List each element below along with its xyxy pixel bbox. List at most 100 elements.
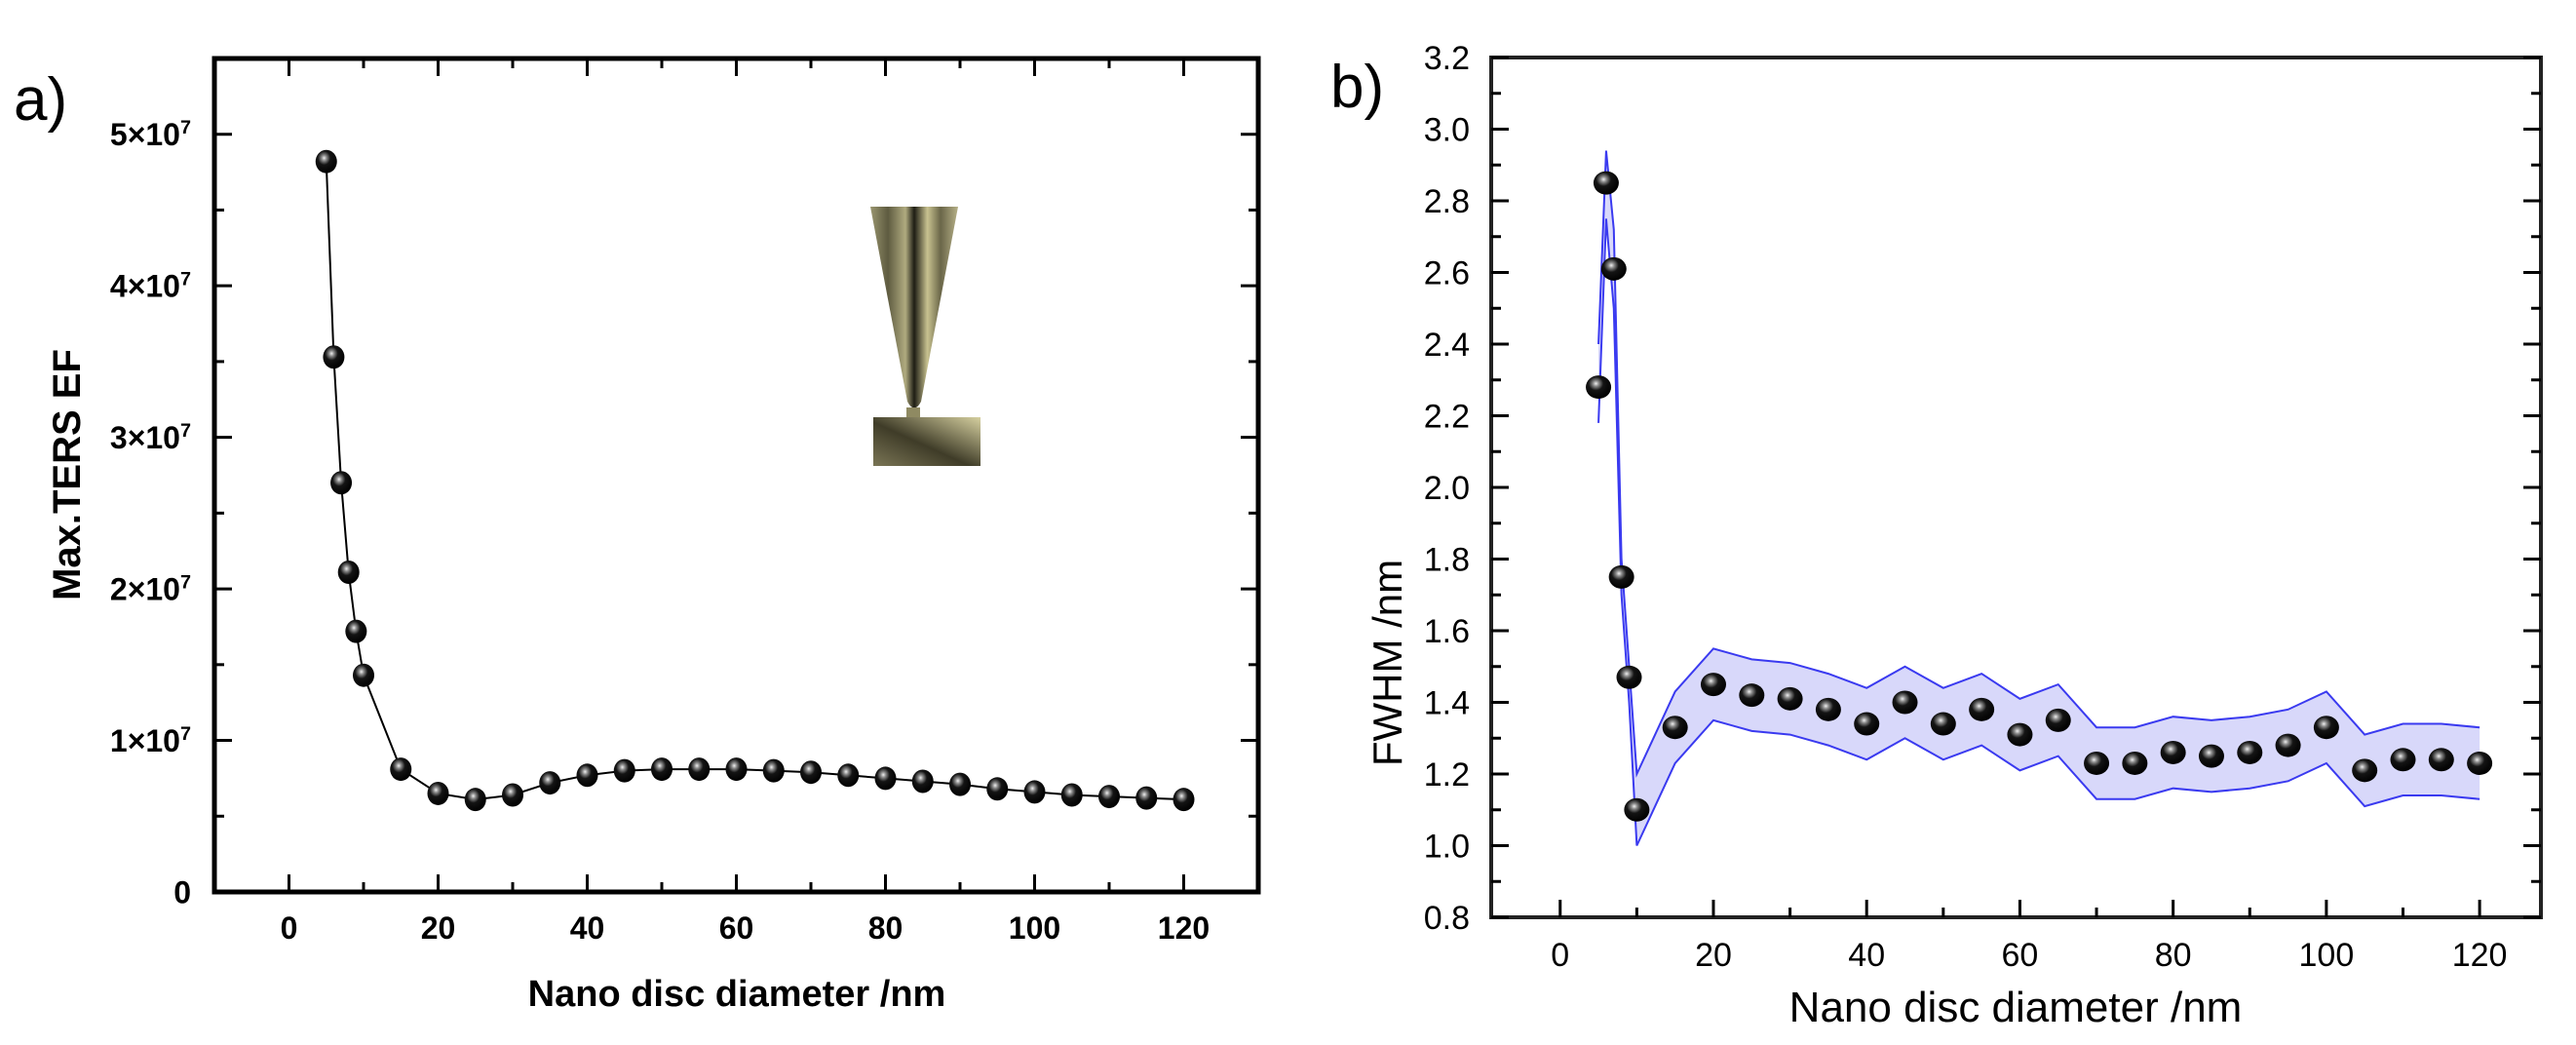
data-point [330,471,353,495]
y-tick-label: 1.6 [1424,613,1470,650]
data-point [1586,375,1612,400]
x-axis-label-a: Nano disc diameter /nm [528,974,946,1015]
y-tick-label: 1.4 [1424,685,1470,722]
y-tick-label: 0.8 [1424,900,1470,937]
data-point [911,769,934,793]
y-axis-label-a: Max.TERS EF [46,349,89,600]
x-tick-label: 120 [2452,937,2508,974]
x-tick-label: 80 [868,910,904,946]
x-tick-label: 40 [570,910,605,946]
y-tick-label: 2.2 [1424,399,1470,436]
data-point [1023,780,1046,804]
x-tick-label: 20 [1695,937,1732,974]
y-tick-label: 2.0 [1424,470,1470,507]
data-point [1135,786,1158,810]
data-point [2122,751,2148,775]
data-point [1608,564,1634,589]
data-point [725,757,748,782]
data-point [2467,751,2493,775]
x-tick-label: 100 [2299,937,2355,974]
tick-exponent: 7 [180,269,191,290]
data-point [1969,697,1995,721]
y-tick-label: 5×107 [110,117,191,152]
axes: 0 20 40 60 80 100 12001×1072×1073×1074×1075×10… [110,56,1261,946]
tick-mantissa: 0 [173,875,191,910]
data-point [688,757,711,782]
data-point [1892,690,1918,715]
y-tick-label: 3×107 [110,420,191,455]
x-tick-label: 0 [1551,937,1569,974]
y-tick-label: 1.2 [1424,756,1470,793]
chart-a: a) Nano disc diameter /nm Max.TERS EF 0 2… [14,56,1261,1015]
data-point [949,772,971,796]
tip-cone [870,207,958,408]
data-point [427,781,449,805]
data-point [464,788,486,812]
y-tick-label: 3.0 [1424,112,1470,149]
x-tick-label: 20 [421,910,456,946]
data-point [2198,744,2224,768]
y-tick-label: 3.2 [1424,40,1470,77]
data-point [323,345,345,369]
data-point [1662,716,1688,740]
tick-exponent: 7 [180,117,191,138]
confidence-band [1598,150,2480,846]
tick-mantissa: 2×10 [110,572,180,607]
data-point [1815,697,1841,721]
data-point [613,758,635,783]
x-tick-label: 0 [281,910,298,946]
y-tick-label: 1×107 [110,723,191,758]
axes: 0 20 40 60 80 100 120 0.8 1.0 1.2 1.4 1.6 1.8 2.0 2.2 2… [1424,40,2543,974]
data-point [1173,788,1195,812]
data-point [576,763,598,788]
x-tick-label: 40 [1848,937,1885,974]
data-point [2160,740,2186,764]
y-tick-label: 2.8 [1424,183,1470,220]
data-point [502,783,523,807]
y-tick-label: 2×107 [110,572,191,607]
data-point [539,771,561,795]
data-point [2045,708,2071,732]
data-point [1777,686,1803,711]
series-line [325,161,1184,801]
tick-exponent: 7 [180,420,191,442]
panel-label-a: a) [14,66,67,134]
data-point [2084,751,2110,775]
data-point [1930,712,1956,736]
y-tick-label: 2.6 [1424,255,1470,292]
y-axis-label-b: FWHM /nm [1365,560,1410,766]
y-tick-label: 1.8 [1424,542,1470,579]
data-point [837,763,860,788]
tick-mantissa: 4×10 [110,269,180,304]
tick-mantissa: 1×10 [110,723,180,758]
data-point [2007,722,2033,747]
tick-exponent: 7 [180,572,191,594]
x-tick-label: 80 [2155,937,2192,974]
panel-label-b: b) [1330,54,1384,121]
data-point [2313,716,2339,740]
data-point [1600,256,1627,281]
data-point [345,619,367,643]
y-tick-label: 2.4 [1424,327,1470,364]
data-point [800,760,822,785]
tip-illustration [870,207,980,466]
data-point [986,777,1009,801]
data-point [2237,740,2263,764]
data-point [2275,733,2301,757]
data-point [315,149,337,174]
x-tick-label: 100 [1009,910,1060,946]
band-upper-line [1597,150,2480,778]
band-lower-line [1597,218,2480,846]
chart-b: b) Nano disc diameter /nm FWHM /nm 0 20 40… [1330,40,2543,1031]
x-tick-label: 120 [1158,910,1210,946]
data-point [2390,748,2416,772]
tick-mantissa: 5×10 [110,117,180,152]
x-tick-label: 60 [719,910,754,946]
data-point [1739,683,1765,708]
x-tick-label: 60 [2002,937,2039,974]
x-axis-label-b: Nano disc diameter /nm [1789,984,2243,1031]
nano-disc [906,407,920,417]
data-point [390,757,412,782]
data-point [1593,171,1619,195]
